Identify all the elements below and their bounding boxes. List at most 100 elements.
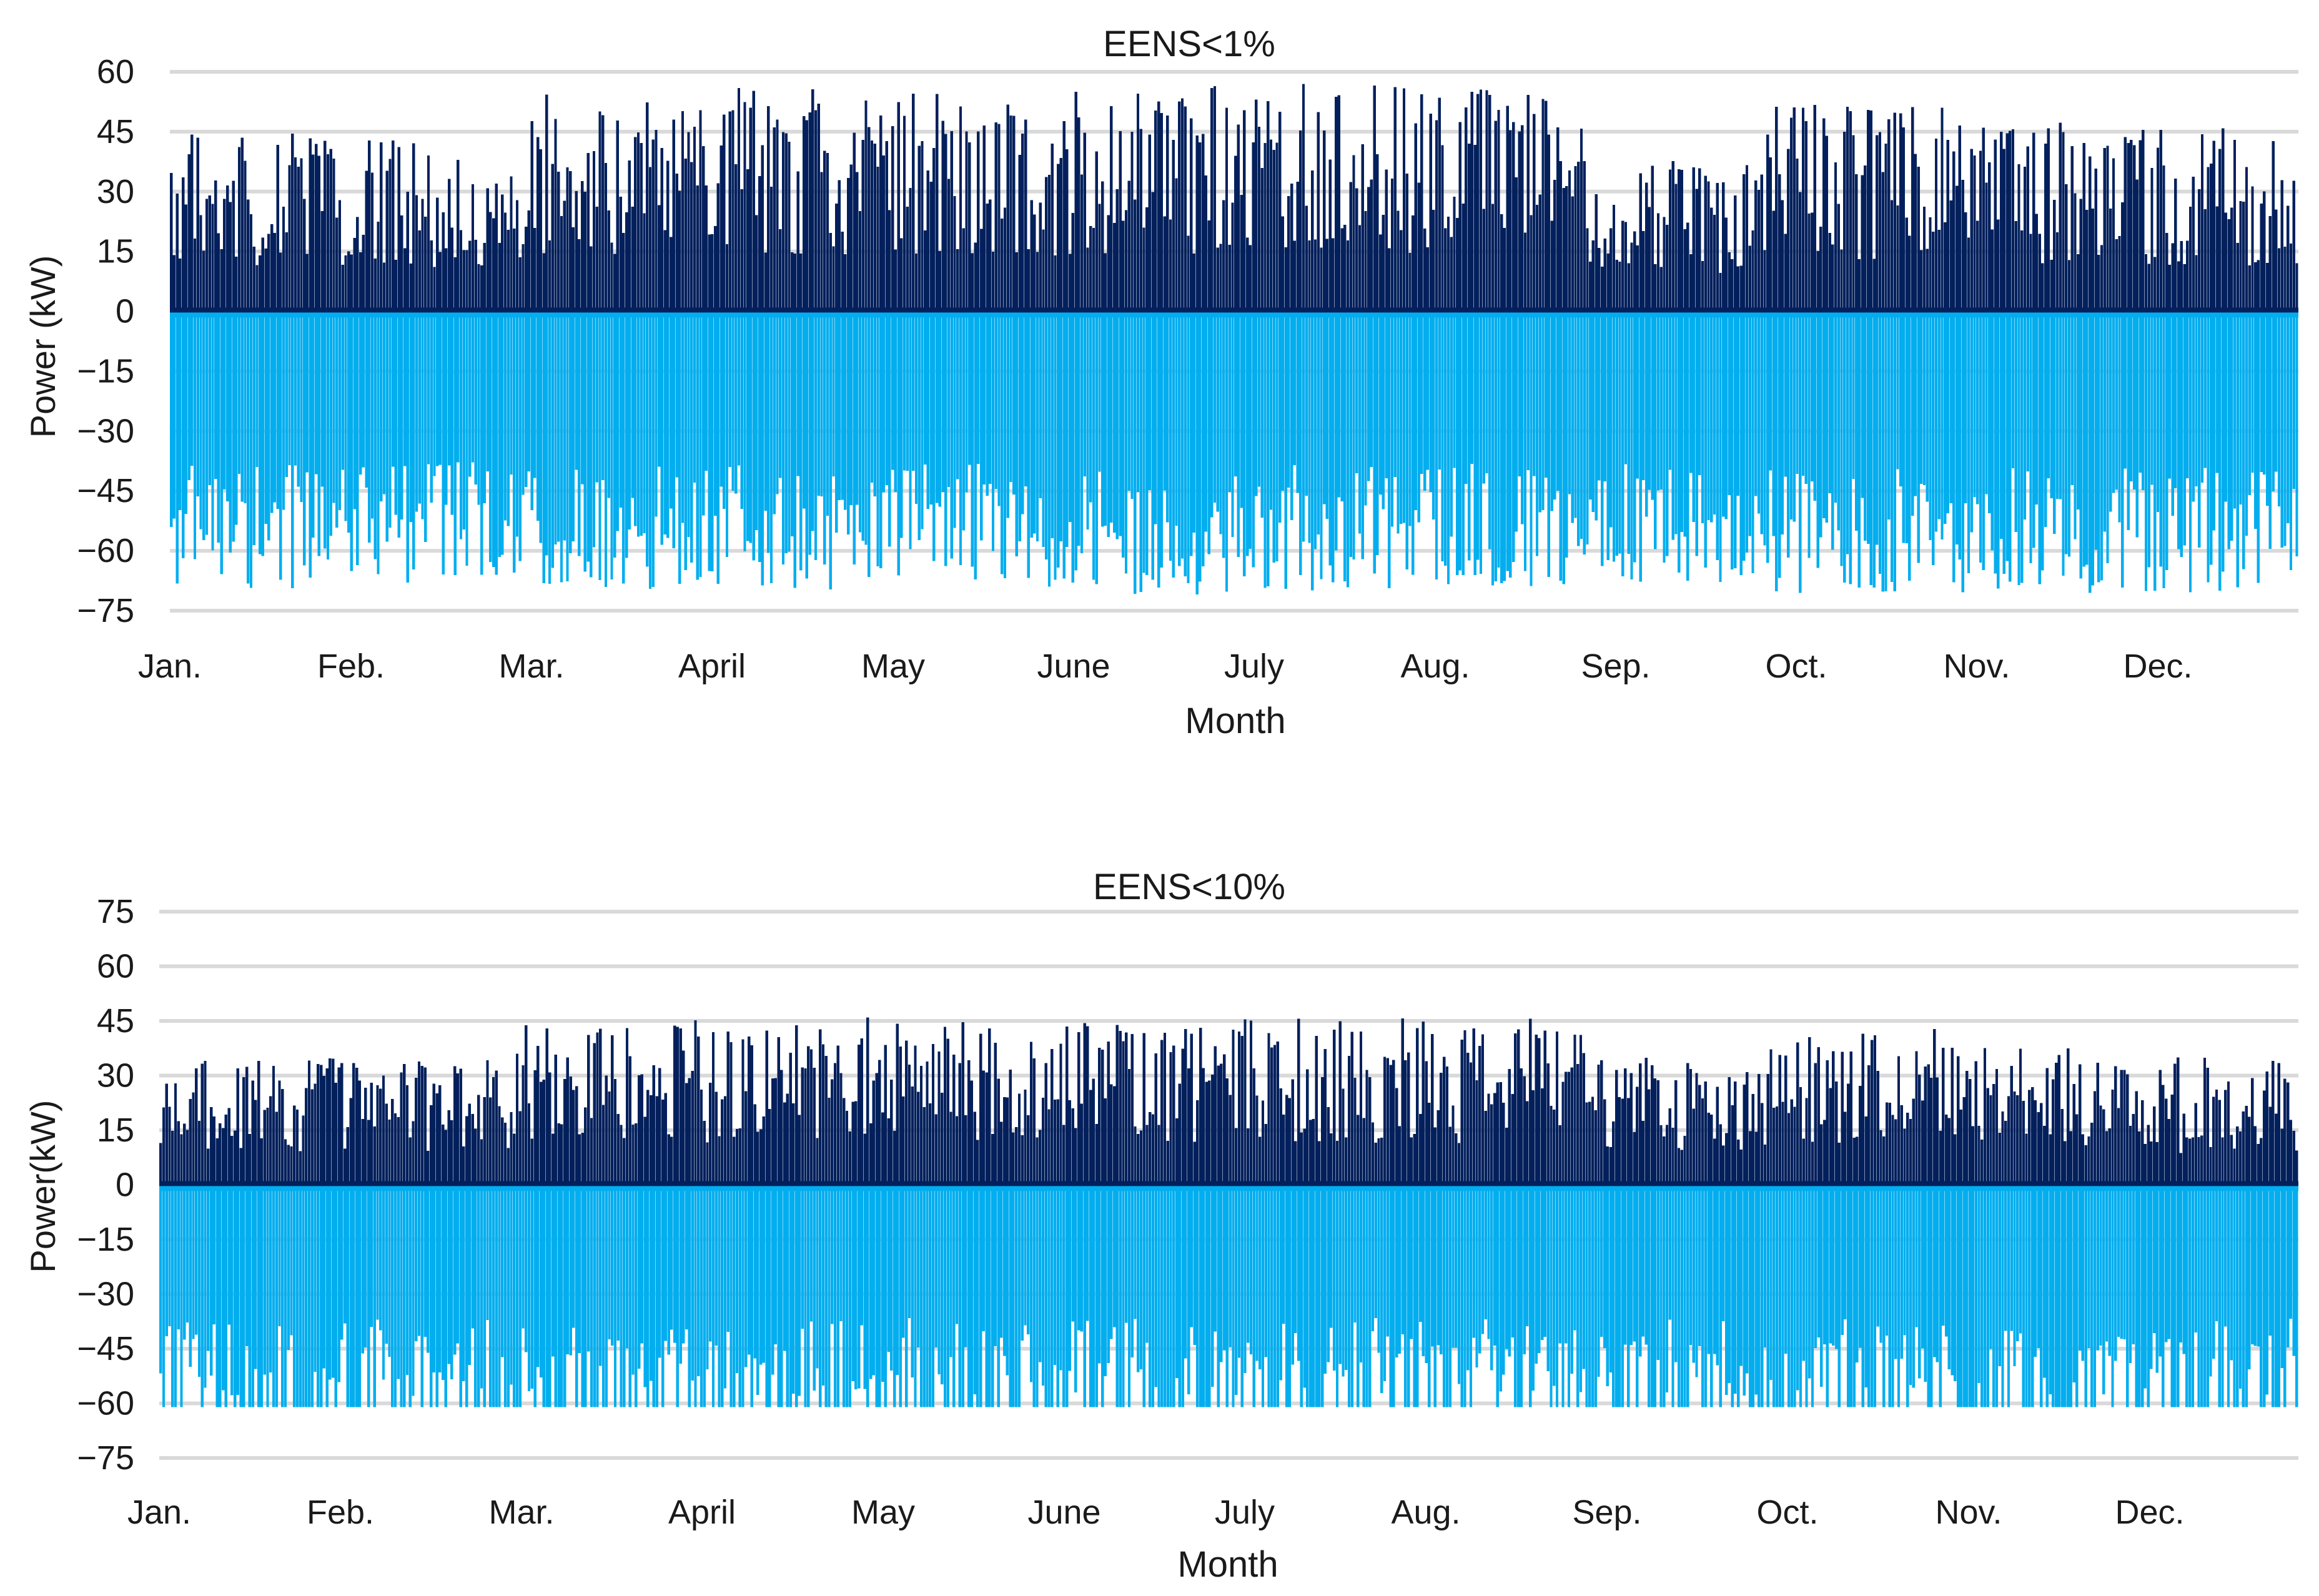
negative-power-bar [807, 1185, 810, 1407]
positive-power-bar [1279, 1088, 1282, 1185]
positive-power-bar [1894, 1119, 1897, 1185]
negative-power-bar [1980, 1185, 1984, 1407]
positive-power-bar [679, 1028, 682, 1185]
positive-power-bar [1829, 1088, 1832, 1185]
positive-power-bar [1814, 1063, 1817, 1185]
negative-power-bar [1577, 311, 1580, 546]
positive-power-bar [1606, 1146, 1609, 1185]
negative-power-bar [1404, 1185, 1407, 1407]
positive-power-bar [525, 227, 528, 312]
positive-power-bar [1342, 1088, 1345, 1185]
negative-power-bar [388, 311, 392, 528]
positive-power-bar [1163, 216, 1166, 312]
positive-power-bar [1591, 1096, 1595, 1185]
positive-power-bar [1932, 1029, 1936, 1185]
positive-power-bar [994, 122, 997, 312]
negative-power-bar [2096, 1185, 2099, 1351]
negative-power-bar [2238, 1185, 2242, 1389]
negative-power-bar [305, 1185, 308, 1407]
positive-power-bar [1127, 1069, 1131, 1185]
positive-power-bar [1912, 1098, 1915, 1185]
positive-power-bar [1728, 1076, 1731, 1185]
negative-power-bar [1591, 311, 1595, 513]
positive-power-bar [2194, 1103, 2197, 1185]
positive-power-bar [242, 1077, 245, 1185]
positive-power-bar [172, 255, 176, 312]
negative-power-bar [1543, 1185, 1547, 1337]
positive-power-bar [2165, 232, 2168, 312]
positive-power-bar [1166, 1141, 1169, 1185]
positive-power-bar [2272, 1061, 2275, 1185]
positive-power-bar [403, 1063, 406, 1185]
positive-power-bar [643, 1116, 646, 1185]
positive-power-bar [1505, 1127, 1508, 1185]
negative-power-bar [844, 311, 847, 510]
positive-power-bar [2260, 203, 2263, 312]
negative-power-bar [1263, 311, 1267, 588]
positive-power-bar [2280, 180, 2283, 312]
positive-power-bar [870, 140, 874, 312]
negative-power-bar [935, 311, 939, 503]
positive-power-bar [2147, 1125, 2150, 1185]
positive-power-bar [1456, 217, 1459, 312]
positive-power-bar [809, 1049, 813, 1185]
x-tick-label: Feb. [317, 648, 385, 685]
negative-power-bar [1466, 1185, 1470, 1371]
positive-power-bar [1614, 1070, 1618, 1185]
negative-power-bar [1831, 311, 1834, 550]
negative-power-bar [726, 1185, 729, 1332]
negative-power-bar [260, 1185, 264, 1407]
negative-power-bar [781, 311, 785, 564]
negative-power-bar [1561, 1185, 1565, 1407]
negative-power-bar [1429, 311, 1432, 493]
negative-power-bar [1107, 311, 1110, 537]
positive-power-bar [1873, 1035, 1877, 1185]
negative-power-bar [2047, 311, 2050, 479]
negative-power-bar [1006, 311, 1009, 518]
negative-power-bar [1555, 1185, 1559, 1407]
positive-power-bar [658, 205, 661, 312]
positive-power-bar [1856, 1136, 1859, 1185]
negative-power-bar [1556, 311, 1560, 491]
positive-power-bar [914, 1045, 917, 1185]
positive-power-bar [703, 1121, 706, 1185]
positive-power-bar [2087, 1136, 2090, 1185]
negative-power-bar [943, 1185, 947, 1407]
negative-power-bar [1903, 1185, 1906, 1336]
positive-power-bar [1731, 1105, 1734, 1185]
positive-power-bar [1804, 121, 1807, 312]
negative-power-bar [2130, 311, 2133, 481]
positive-power-bar [1453, 197, 1456, 312]
negative-power-bar [1689, 1185, 1693, 1346]
positive-power-bar [489, 1097, 492, 1185]
positive-power-bar [223, 199, 226, 312]
negative-power-bar [303, 311, 306, 566]
positive-power-bar [367, 1120, 370, 1185]
negative-power-bar [382, 311, 386, 495]
positive-power-bar [1181, 1048, 1184, 1185]
positive-power-bar [2130, 140, 2133, 312]
positive-power-bar [838, 180, 841, 312]
negative-power-bar [2268, 311, 2272, 549]
negative-power-bar [634, 311, 637, 526]
positive-power-bar [302, 1115, 305, 1185]
negative-power-bar [457, 311, 460, 463]
positive-power-bar [2142, 130, 2145, 312]
negative-power-bar [756, 1185, 759, 1396]
negative-power-bar [1139, 1185, 1143, 1369]
negative-power-bar [1308, 1185, 1312, 1407]
positive-power-bar [1819, 227, 1822, 312]
negative-power-bar [427, 1185, 430, 1353]
positive-power-bar [1908, 235, 1911, 312]
negative-power-bar [2227, 1185, 2230, 1407]
positive-power-bar [1290, 183, 1293, 312]
positive-power-bar [180, 1134, 183, 1185]
positive-power-bar [1249, 245, 1252, 312]
positive-power-bar [1015, 252, 1019, 312]
positive-power-bar [1425, 1061, 1428, 1185]
y-tick-label: 15 [97, 233, 134, 270]
positive-power-bar [272, 1065, 275, 1185]
positive-power-bar [569, 1076, 572, 1185]
negative-power-bar [530, 1185, 533, 1389]
negative-power-bar [302, 1185, 305, 1407]
